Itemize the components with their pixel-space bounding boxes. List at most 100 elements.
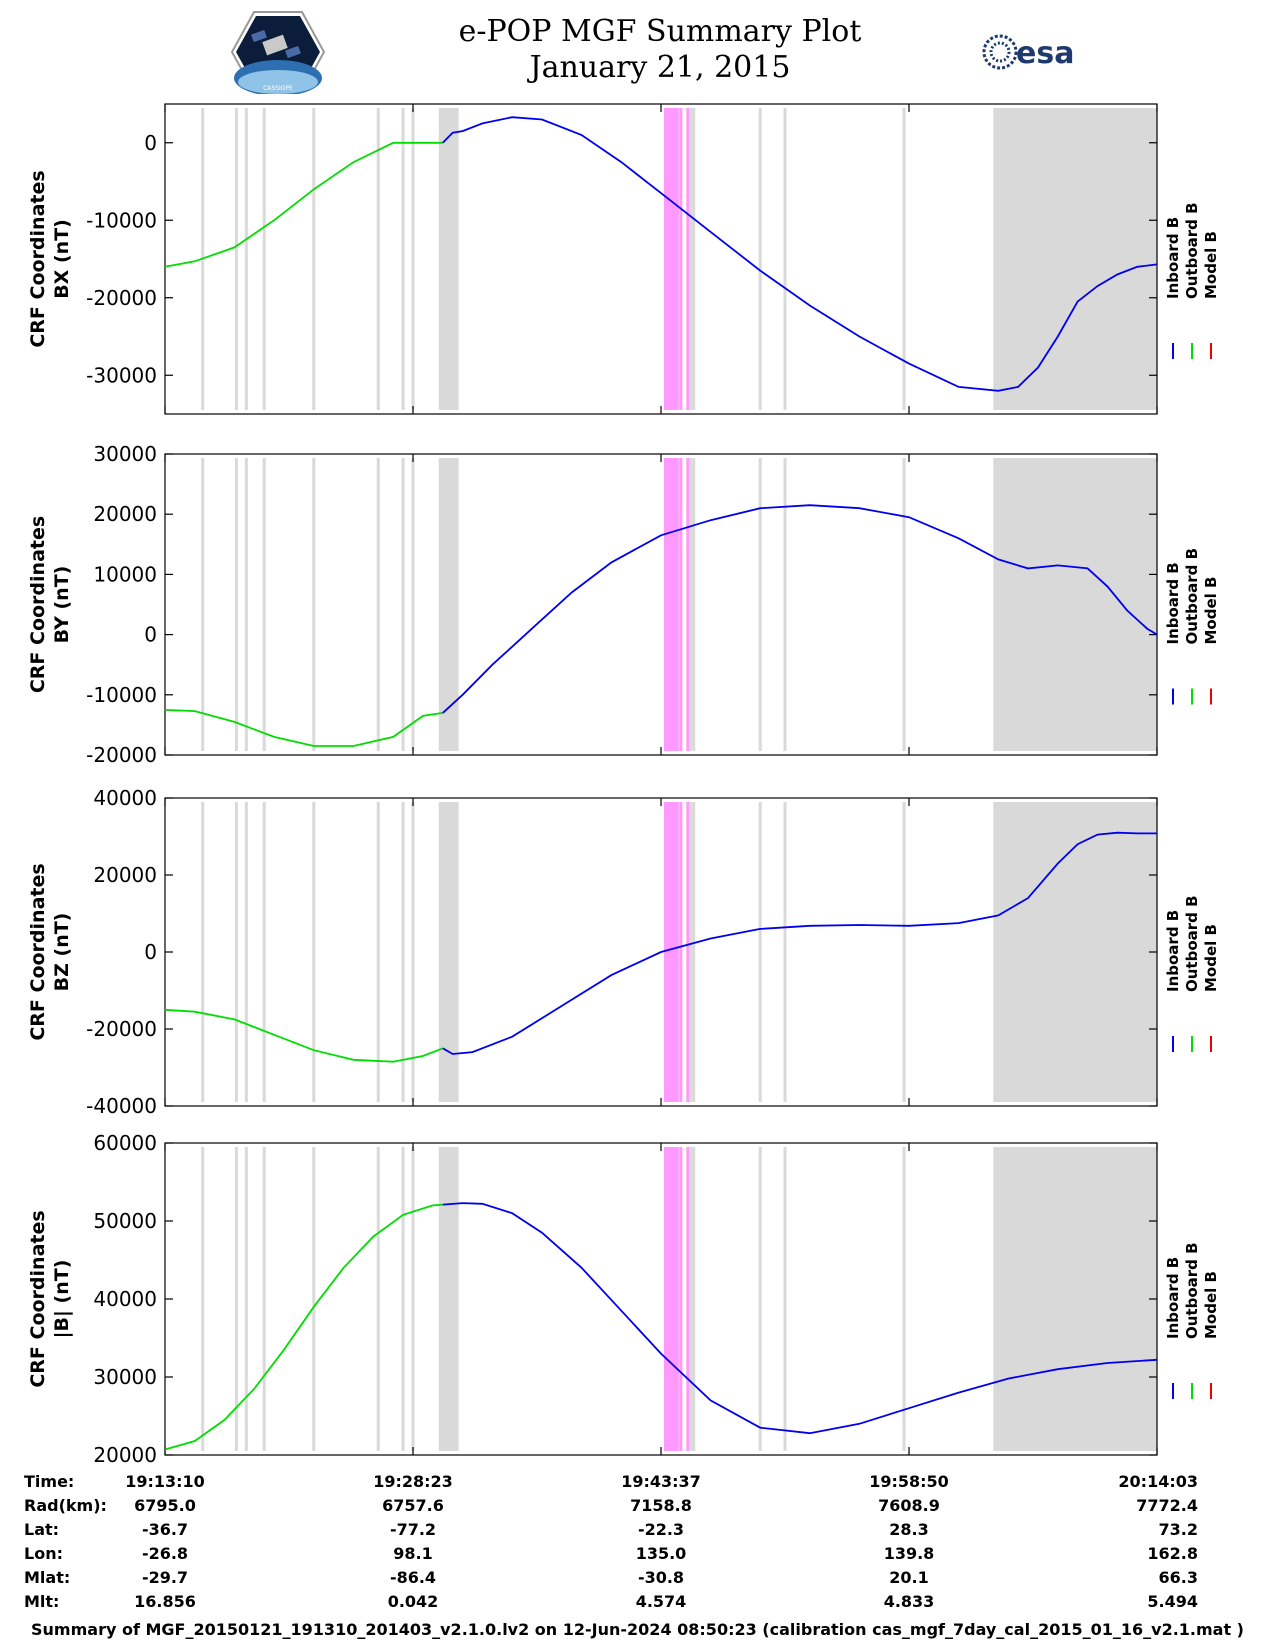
gray-shade-line bbox=[201, 458, 205, 751]
magenta-shade-line bbox=[679, 108, 683, 410]
magenta-shade-line bbox=[679, 458, 683, 751]
magenta-shade-block bbox=[663, 802, 679, 1102]
y-tick-label: -10000 bbox=[86, 683, 157, 707]
y-tick-label: 0 bbox=[144, 623, 157, 647]
y-tick-label: 40000 bbox=[93, 1287, 157, 1311]
gray-shade-line bbox=[411, 1147, 415, 1451]
y-tick-label: -20000 bbox=[86, 743, 157, 767]
gray-shade-line bbox=[783, 458, 787, 751]
y-tick-label: 60000 bbox=[93, 1131, 157, 1155]
gray-shade-line bbox=[401, 1147, 405, 1451]
series-line-outboard-b bbox=[164, 1203, 443, 1451]
table-cell: 19:58:50 bbox=[869, 1472, 949, 1491]
legend-label: Inboard B bbox=[1164, 910, 1182, 992]
gray-shade-line bbox=[689, 458, 693, 751]
cassiope-mission-logo: CASSIOPE bbox=[230, 11, 326, 94]
gray-shade-line bbox=[401, 458, 405, 751]
gray-shade-line bbox=[262, 1147, 266, 1451]
table-cell: 5.494 bbox=[1147, 1592, 1198, 1611]
gray-shade-block bbox=[993, 1147, 1157, 1451]
table-cell: 20.1 bbox=[889, 1568, 928, 1587]
gray-shade-line bbox=[758, 802, 762, 1102]
gray-shade-line bbox=[262, 108, 266, 410]
table-row-label: Time: bbox=[24, 1472, 74, 1491]
legend-label: Model B bbox=[1202, 1271, 1220, 1339]
table-cell: -77.2 bbox=[390, 1520, 436, 1539]
gray-shade-line bbox=[758, 458, 762, 751]
gray-shade-line bbox=[692, 802, 696, 1102]
esa-logo-text: esa bbox=[1016, 36, 1074, 71]
table-cell: -26.8 bbox=[142, 1544, 188, 1563]
gray-shade-line bbox=[234, 108, 238, 410]
legend-label: Inboard B bbox=[1164, 217, 1182, 299]
y-axis-label-1: CRF Coordinates bbox=[27, 170, 49, 347]
gray-shade-line bbox=[201, 1147, 205, 1451]
series-line-outboard-b bbox=[164, 141, 443, 268]
footer-caption: Summary of MGF_20150121_191310_201403_v2… bbox=[31, 1620, 1244, 1639]
gray-shade-line bbox=[312, 1147, 316, 1451]
gray-shade-line bbox=[692, 1147, 696, 1451]
gray-shade-line bbox=[244, 108, 248, 410]
table-cell: -22.3 bbox=[638, 1520, 684, 1539]
table-cell: 162.8 bbox=[1147, 1544, 1198, 1563]
series-line-outboard-b bbox=[164, 709, 443, 747]
gray-shade-line bbox=[411, 802, 415, 1102]
table-cell: 7158.8 bbox=[630, 1496, 692, 1515]
gray-shade-line bbox=[758, 108, 762, 410]
table-cell: 7608.9 bbox=[878, 1496, 940, 1515]
gray-shade-block bbox=[438, 458, 459, 751]
y-tick-label: -20000 bbox=[86, 1017, 157, 1041]
table-cell: 0.042 bbox=[388, 1592, 439, 1611]
table-cell: -86.4 bbox=[390, 1568, 436, 1587]
gray-shade-line bbox=[783, 108, 787, 410]
cassiope-logo-text: CASSIOPE bbox=[263, 85, 293, 92]
gray-shade-line bbox=[234, 458, 238, 751]
table-cell: 28.3 bbox=[889, 1520, 928, 1539]
plot-title: e-POP MGF Summary Plot January 21, 2015 bbox=[0, 14, 1275, 86]
y-tick-label: 50000 bbox=[93, 1209, 157, 1233]
esa-logo: esa bbox=[982, 34, 1074, 71]
table-row-label: Lon: bbox=[24, 1544, 63, 1563]
y-tick-label: 0 bbox=[144, 940, 157, 964]
gray-shade-line bbox=[902, 458, 906, 751]
table-cell: -36.7 bbox=[142, 1520, 188, 1539]
magenta-shade-block bbox=[663, 458, 679, 751]
y-tick-label: 10000 bbox=[93, 562, 157, 586]
gray-shade-block bbox=[438, 802, 459, 1102]
magenta-shade-block bbox=[663, 1147, 679, 1451]
gray-shade-line bbox=[902, 802, 906, 1102]
series-line-outboard-b bbox=[164, 1008, 444, 1063]
panel-3: 40000 20000 0 -20000 -40000 CRF Coordinates BZ… bbox=[27, 786, 1220, 1118]
gray-shade-line bbox=[758, 1147, 762, 1451]
table-cell: 19:43:37 bbox=[621, 1472, 701, 1491]
gray-shade-line bbox=[902, 108, 906, 410]
gray-shade-line bbox=[689, 802, 693, 1102]
table-row-label: Lat: bbox=[24, 1520, 59, 1539]
legend-label: Outboard B bbox=[1183, 548, 1201, 645]
y-tick-label: 20000 bbox=[93, 502, 157, 526]
gray-shade-line bbox=[244, 802, 248, 1102]
gray-shade-line bbox=[401, 802, 405, 1102]
table-row-label: Rad(km): bbox=[24, 1496, 107, 1515]
y-tick-label: -20000 bbox=[86, 286, 157, 310]
legend-label: Model B bbox=[1202, 577, 1220, 645]
gray-shade-block bbox=[993, 108, 1157, 410]
table-cell: 16.856 bbox=[134, 1592, 196, 1611]
ephemeris-table: Time: Rad(km): Lat: Lon: Mlat: Mlt: 19:13:10 67… bbox=[24, 1472, 1198, 1611]
table-cell: -29.7 bbox=[142, 1568, 188, 1587]
gray-shade-block bbox=[438, 108, 459, 410]
gray-shade-block bbox=[993, 802, 1157, 1102]
series-line-inboard-b bbox=[442, 116, 1158, 392]
gray-shade-line bbox=[244, 1147, 248, 1451]
series-line-inboard-b bbox=[442, 831, 1157, 1055]
y-tick-label: -30000 bbox=[86, 363, 157, 387]
gray-shade-line bbox=[692, 458, 696, 751]
legend-label: Model B bbox=[1202, 231, 1220, 299]
series-line-inboard-b bbox=[442, 504, 1158, 714]
gray-shade-line bbox=[312, 458, 316, 751]
gray-shade-line bbox=[234, 1147, 238, 1451]
gray-shade-line bbox=[376, 1147, 380, 1451]
y-tick-label: -40000 bbox=[86, 1094, 157, 1118]
y-tick-label: 0 bbox=[144, 131, 157, 155]
